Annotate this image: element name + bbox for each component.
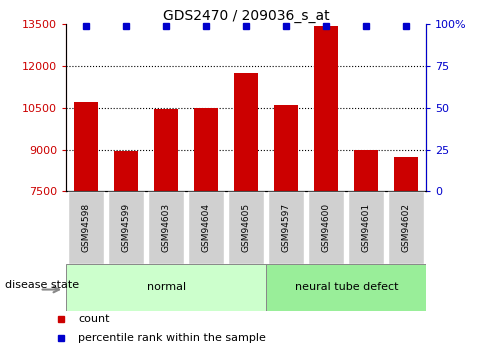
Text: normal: normal [147,282,186,292]
Text: percentile rank within the sample: percentile rank within the sample [78,333,266,343]
Text: GSM94603: GSM94603 [162,203,171,252]
Text: count: count [78,314,110,324]
Bar [234,73,258,191]
Bar [108,191,144,264]
Text: GSM94602: GSM94602 [402,203,411,252]
Bar [154,109,178,191]
Bar [228,191,264,264]
Text: disease state: disease state [5,280,79,290]
Bar [354,150,378,191]
Text: GSM94601: GSM94601 [362,203,371,252]
Bar [66,264,266,310]
Bar [114,151,138,191]
Title: GDS2470 / 209036_s_at: GDS2470 / 209036_s_at [163,9,330,23]
Bar [148,191,184,264]
Bar [74,102,98,191]
Bar [266,264,426,310]
Bar [274,105,298,191]
Text: neural tube defect: neural tube defect [294,282,398,292]
Bar [194,108,218,191]
Text: GSM94598: GSM94598 [82,203,91,252]
Bar [68,191,104,264]
Text: GSM94605: GSM94605 [242,203,251,252]
Bar [348,191,384,264]
Bar [314,26,338,191]
Bar [394,157,418,191]
Text: GSM94597: GSM94597 [282,203,291,252]
Text: GSM94600: GSM94600 [322,203,331,252]
Bar [308,191,344,264]
Bar [268,191,304,264]
Bar [388,191,424,264]
Text: GSM94599: GSM94599 [122,203,131,252]
Text: GSM94604: GSM94604 [202,203,211,252]
Bar [188,191,224,264]
